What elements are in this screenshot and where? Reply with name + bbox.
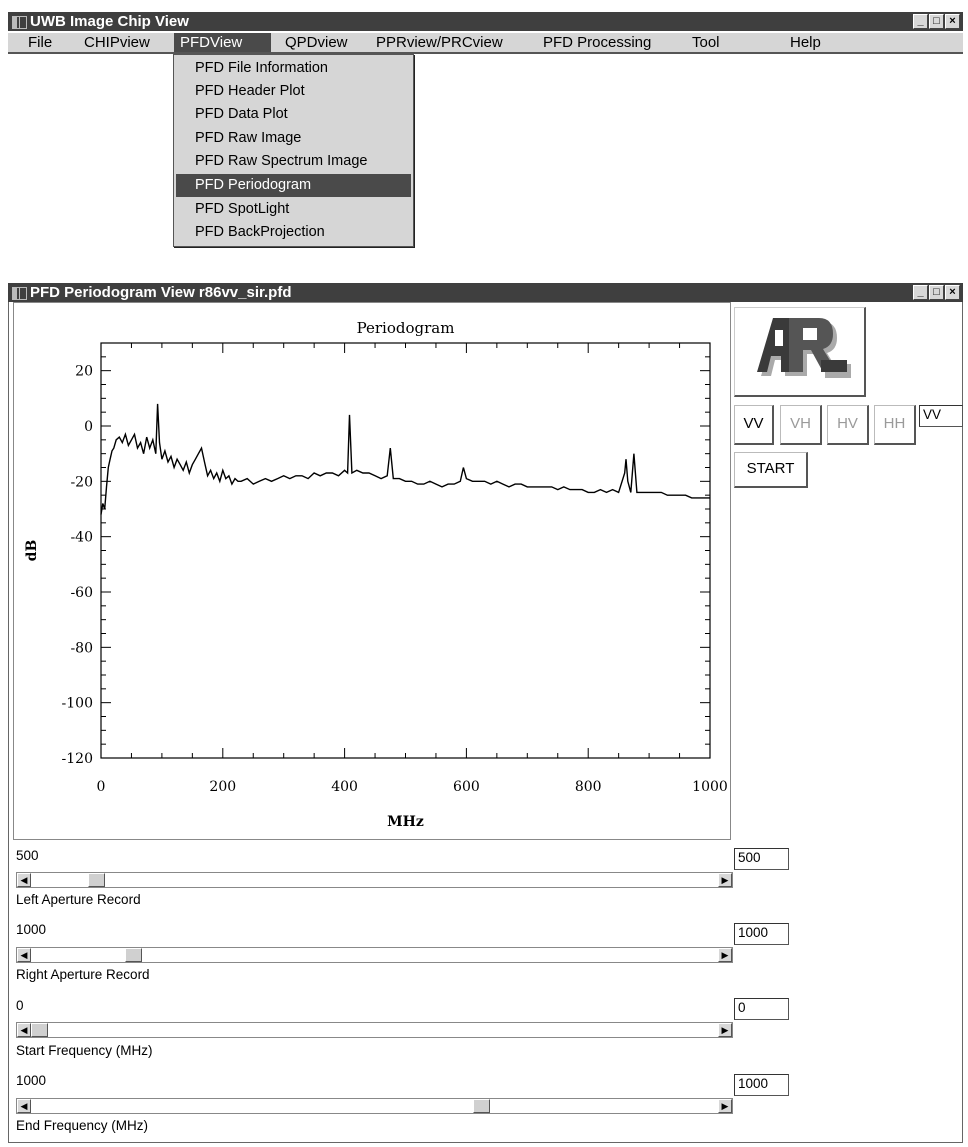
- periodogram-window-controls: _ □ ×: [913, 285, 960, 300]
- main-window-controls: _ □ ×: [913, 14, 960, 29]
- scroll-right-arrow-icon[interactable]: ▶: [718, 873, 732, 887]
- scroll-right-arrow-icon[interactable]: ▶: [718, 1023, 732, 1037]
- end-frequency-slider-thumb[interactable]: [473, 1099, 491, 1113]
- x-tick-label: 800: [575, 779, 602, 795]
- right-aperture-slider-thumb[interactable]: [124, 948, 142, 962]
- right-aperture-label: Right Aperture Record: [16, 967, 150, 982]
- minimize-icon[interactable]: _: [913, 14, 928, 29]
- periodogram-plot-frame: [13, 302, 731, 840]
- left-aperture-label: Left Aperture Record: [16, 892, 141, 907]
- periodogram-window-title: PFD Periodogram View r86vv_sir.pfd: [30, 284, 292, 301]
- maximize-icon[interactable]: □: [929, 14, 944, 29]
- y-tick-label: -20: [70, 474, 93, 490]
- menu-item-pfd-periodogram[interactable]: PFD Periodogram: [176, 174, 411, 197]
- y-tick-label: -80: [70, 640, 93, 656]
- right-aperture-value: 1000: [16, 922, 47, 937]
- pol-button-vh[interactable]: VH: [780, 405, 822, 445]
- left-aperture-slider-thumb[interactable]: [87, 873, 105, 887]
- right-aperture-input[interactable]: 1000: [734, 923, 789, 945]
- scroll-left-arrow-icon[interactable]: ◀: [17, 1023, 31, 1037]
- y-tick-label: 20: [75, 364, 93, 380]
- menu-item-pfd-raw-spectrum-image[interactable]: PFD Raw Spectrum Image: [195, 153, 368, 169]
- y-axis-label: dB: [24, 540, 40, 562]
- y-tick-label: -100: [62, 696, 93, 712]
- start-frequency-value: 0: [16, 998, 24, 1013]
- periodogram-series-line: [100, 403, 710, 515]
- x-tick-label: 1000: [692, 779, 728, 795]
- scroll-right-arrow-icon[interactable]: ▶: [718, 1099, 732, 1113]
- end-frequency-value: 1000: [16, 1073, 47, 1088]
- pfdview-dropdown: PFD File Information PFD Header Plot PFD…: [173, 54, 414, 247]
- app-system-icon[interactable]: [12, 16, 27, 29]
- polarization-field[interactable]: VV: [919, 405, 963, 427]
- scroll-left-arrow-icon[interactable]: ◀: [17, 1099, 31, 1113]
- y-tick-label: -60: [70, 585, 93, 601]
- scroll-left-arrow-icon[interactable]: ◀: [17, 948, 31, 962]
- main-window-titlebar[interactable]: UWB Image Chip View _ □ ×: [8, 12, 963, 31]
- menu-chipview[interactable]: CHIPview: [84, 34, 150, 51]
- y-tick-label: -40: [70, 530, 93, 546]
- x-tick-label: 200: [209, 779, 236, 795]
- main-window-title: UWB Image Chip View: [30, 13, 189, 30]
- minimize-icon[interactable]: _: [913, 285, 928, 300]
- y-tick-label: 0: [84, 419, 93, 435]
- close-icon[interactable]: ×: [945, 14, 960, 29]
- menu-item-pfd-spotlight[interactable]: PFD SpotLight: [195, 201, 290, 217]
- left-aperture-value: 500: [16, 848, 39, 863]
- periodogram-window-titlebar[interactable]: PFD Periodogram View r86vv_sir.pfd _ □ ×: [8, 283, 963, 302]
- scroll-left-arrow-icon[interactable]: ◀: [17, 873, 31, 887]
- plot-axes-box: [100, 342, 711, 759]
- x-tick-label: 400: [331, 779, 358, 795]
- maximize-icon[interactable]: □: [929, 285, 944, 300]
- pol-button-hv[interactable]: HV: [827, 405, 869, 445]
- start-frequency-label: Start Frequency (MHz): [16, 1043, 153, 1058]
- start-frequency-slider-thumb[interactable]: [31, 1023, 48, 1037]
- menu-item-pfd-header-plot[interactable]: PFD Header Plot: [195, 83, 305, 99]
- left-aperture-input[interactable]: 500: [734, 848, 789, 870]
- x-tick-label: 600: [453, 779, 480, 795]
- start-frequency-input[interactable]: 0: [734, 998, 789, 1020]
- y-tick-label: -120: [62, 751, 93, 767]
- chart-title: Periodogram: [357, 319, 455, 337]
- menu-pfd-processing[interactable]: PFD Processing: [543, 34, 652, 51]
- menu-item-pfd-file-information[interactable]: PFD File Information: [195, 60, 328, 76]
- menu-item-pfd-data-plot[interactable]: PFD Data Plot: [195, 106, 288, 122]
- menu-tool[interactable]: Tool: [692, 34, 720, 51]
- menu-bar: File CHIPview PFDView QPDview PPRview/PR…: [8, 33, 963, 54]
- end-frequency-label: End Frequency (MHz): [16, 1118, 149, 1133]
- end-frequency-input[interactable]: 1000: [734, 1074, 789, 1096]
- end-frequency-slider[interactable]: ◀ ▶: [16, 1098, 733, 1114]
- x-axis-label: MHz: [387, 814, 424, 830]
- pol-button-hh[interactable]: HH: [874, 405, 916, 445]
- menu-pfdview[interactable]: PFDView: [174, 33, 271, 52]
- window-system-icon[interactable]: [12, 287, 27, 300]
- menu-pprview-prcview[interactable]: PPRview/PRCview: [376, 34, 503, 51]
- left-aperture-slider[interactable]: ◀ ▶: [16, 872, 733, 888]
- x-tick-label: 0: [97, 779, 106, 795]
- arl-logo-graphic: [757, 318, 851, 378]
- scroll-right-arrow-icon[interactable]: ▶: [718, 948, 732, 962]
- menu-qpdview[interactable]: QPDview: [285, 34, 348, 51]
- pol-button-vv[interactable]: VV: [734, 405, 774, 445]
- close-icon[interactable]: ×: [945, 285, 960, 300]
- right-aperture-slider[interactable]: ◀ ▶: [16, 947, 733, 963]
- arl-logo: [734, 307, 866, 397]
- start-button[interactable]: START: [734, 452, 808, 488]
- menu-item-pfd-raw-image[interactable]: PFD Raw Image: [195, 130, 302, 146]
- menu-file[interactable]: File: [28, 34, 53, 51]
- start-frequency-slider[interactable]: ◀ ▶: [16, 1022, 733, 1038]
- menu-help[interactable]: Help: [790, 34, 821, 51]
- menu-item-pfd-backprojection[interactable]: PFD BackProjection: [195, 224, 325, 240]
